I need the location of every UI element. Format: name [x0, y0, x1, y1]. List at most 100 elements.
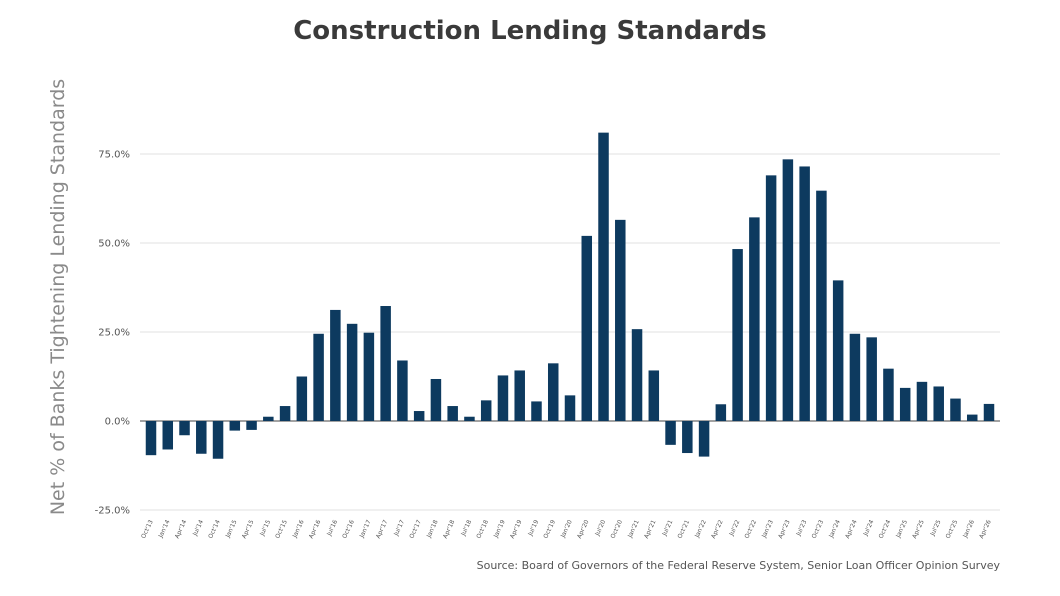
x-tick-label: Jul'24 [862, 519, 876, 538]
bar [145, 421, 157, 456]
bar [899, 387, 911, 421]
x-tick-label: Jan'20 [559, 519, 574, 540]
gridlines [140, 153, 1000, 511]
x-tick-label: Oct'18 [475, 519, 490, 540]
bar [497, 375, 509, 421]
bar [531, 401, 542, 421]
x-tick-label: Jan'23 [760, 519, 775, 540]
bar [296, 376, 308, 421]
x-tick-label: Jul'25 [929, 519, 943, 538]
bar [799, 166, 810, 421]
bar [832, 280, 844, 421]
bar [430, 378, 442, 421]
x-tick-label: Jan'21 [626, 519, 641, 540]
bar [765, 175, 777, 421]
bar [480, 400, 492, 421]
bar [162, 421, 174, 450]
bar [782, 159, 794, 421]
bar [581, 235, 593, 421]
bar [648, 370, 660, 421]
x-tick-label: Apr'14 [174, 519, 189, 540]
bar [330, 309, 341, 421]
x-tick-label: Oct'17 [408, 519, 423, 540]
bar [346, 323, 358, 421]
bar [212, 421, 224, 459]
bar [816, 190, 827, 421]
x-tick-label: Jul'14 [191, 519, 205, 538]
x-tick-label: Jan'17 [358, 519, 373, 540]
bar [547, 363, 559, 421]
x-tick-label: Apr'20 [576, 519, 591, 540]
y-tick-label: 0.0% [105, 417, 130, 428]
x-tick-label: Apr'22 [710, 519, 725, 540]
bar [749, 217, 760, 421]
x-tick-label: Oct'15 [274, 519, 289, 540]
x-tick-label: Jan'24 [827, 519, 842, 540]
x-tick-label: Apr'23 [777, 519, 792, 540]
bar [665, 421, 676, 445]
y-axis-label: Net % of Banks Tightening Lending Standa… [47, 79, 69, 515]
bar [397, 360, 408, 421]
bar [966, 414, 978, 421]
bar [631, 329, 643, 421]
y-tick-label: 25.0% [98, 328, 130, 339]
x-tick-label: Jul'16 [325, 519, 339, 538]
x-tick-label: Oct'22 [744, 519, 759, 540]
bar [229, 421, 241, 431]
bar [179, 421, 190, 436]
x-tick-label: Jul'22 [728, 519, 742, 538]
source-note: Source: Board of Governors of the Federa… [476, 559, 1000, 572]
x-tick-label: Apr'17 [375, 519, 390, 540]
y-tick-label: 75.0% [98, 150, 130, 161]
bar [363, 332, 375, 421]
bar [246, 421, 257, 430]
x-tick-label: Jul'18 [459, 519, 473, 538]
x-tick-label: Apr'16 [308, 519, 323, 540]
bar [514, 370, 525, 421]
x-tick-label: Oct'13 [140, 519, 155, 540]
bar [849, 333, 861, 421]
x-tick-label: Apr'24 [844, 519, 859, 540]
x-tick-label: Oct'23 [811, 519, 826, 540]
x-tick-label: Apr'25 [911, 519, 926, 540]
y-tick-label: -25.0% [95, 506, 130, 517]
bar [715, 404, 727, 421]
bar [413, 411, 425, 421]
x-tick-labels: Oct'13 Jan'14 Apr'14 Jul'14 Oct'14 Jan'15 Apr'… [140, 519, 993, 540]
x-tick-label: Jan'22 [693, 519, 708, 540]
bar [464, 416, 475, 421]
y-tick-labels: -25.0% 0.0% 25.0% 50.0% 75.0% [95, 150, 130, 517]
x-tick-label: Jan'25 [894, 519, 909, 540]
x-tick-label: Oct'14 [207, 519, 222, 540]
bar [916, 381, 928, 421]
x-tick-label: Jan'19 [492, 519, 507, 540]
bar [866, 337, 877, 421]
x-tick-label: Jan'18 [425, 519, 440, 540]
x-tick-label: Jan'16 [291, 519, 306, 540]
bar [698, 421, 710, 457]
x-tick-label: Jan'15 [224, 519, 239, 540]
x-tick-label: Oct'16 [341, 519, 356, 540]
bar [682, 421, 693, 454]
x-tick-label: Jul'17 [392, 519, 406, 538]
bar [933, 386, 944, 421]
x-tick-label: Jul'21 [661, 519, 675, 538]
bars [145, 132, 995, 459]
bar [447, 406, 458, 421]
x-tick-label: Oct'24 [878, 519, 893, 540]
x-tick-label: Oct'20 [609, 519, 624, 540]
x-tick-label: Oct'25 [945, 519, 960, 540]
x-tick-label: Apr'15 [241, 519, 256, 540]
x-tick-label: Jul'19 [527, 519, 541, 538]
bar [615, 219, 626, 421]
x-tick-label: Apr'21 [643, 519, 658, 540]
x-tick-label: Oct'21 [676, 519, 691, 540]
x-tick-label: Jul'15 [258, 519, 272, 538]
y-tick-label: 50.0% [98, 239, 130, 250]
chart-title: Construction Lending Standards [293, 16, 767, 46]
bar [598, 132, 609, 421]
bar [883, 368, 894, 421]
x-tick-label: Jan'26 [961, 519, 976, 540]
x-tick-label: Jan'14 [157, 519, 172, 540]
bar [279, 406, 291, 421]
